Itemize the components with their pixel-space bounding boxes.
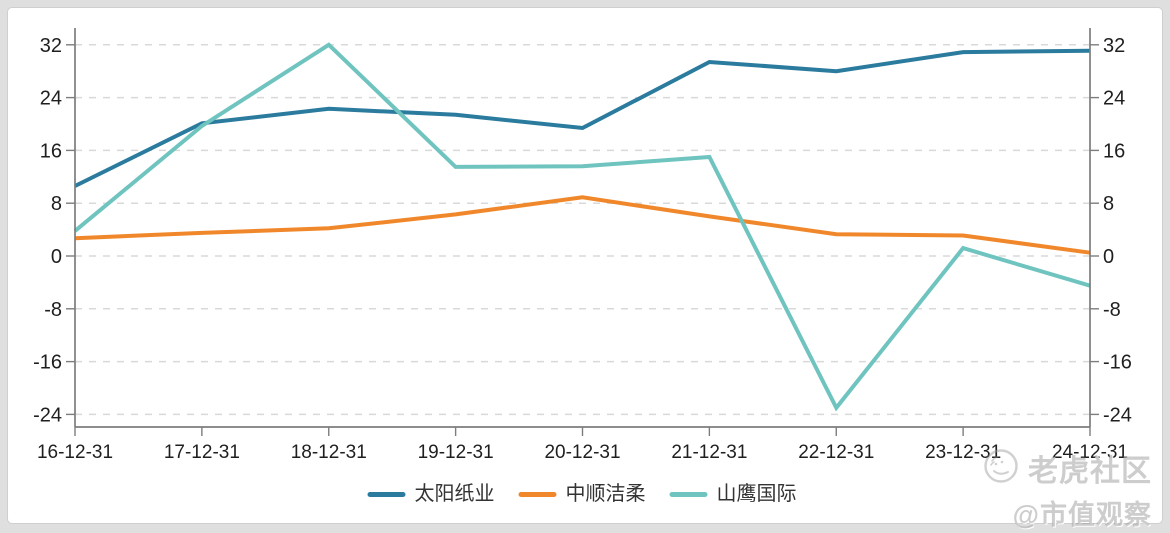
chart-legend: 太阳纸业 中顺洁柔 山鹰国际	[367, 483, 797, 505]
legend-label: 太阳纸业	[414, 483, 495, 505]
x-tick-label: 17-12-31	[164, 442, 240, 463]
y-tick-label-left: 16	[40, 140, 62, 162]
y-tick-label-right: -24	[1103, 404, 1132, 426]
x-tick-label: 18-12-31	[291, 442, 367, 463]
x-tick-label: 24-12-31	[1052, 442, 1128, 463]
legend-label: 中顺洁柔	[565, 483, 646, 505]
y-tick-label-left: 0	[51, 246, 62, 268]
y-tick-label-left: -16	[33, 352, 62, 374]
y-tick-label-left: 24	[40, 88, 62, 110]
chart-card	[7, 7, 1163, 524]
x-tick-label: 20-12-31	[544, 442, 620, 463]
x-tick-label: 21-12-31	[671, 442, 747, 463]
series-line-0[interactable]	[74, 48, 1091, 188]
series-line-1[interactable]	[74, 195, 1091, 255]
y-tick-label-left: 32	[40, 35, 62, 57]
y-tick-label-right: -16	[1103, 352, 1132, 374]
x-tick-label: 19-12-31	[418, 442, 494, 463]
legend-item-2[interactable]: 山鹰国际	[669, 483, 797, 505]
x-tick-label: 16-12-31	[37, 442, 113, 463]
y-tick-label-left: 8	[51, 193, 62, 215]
y-tick-label-right: 0	[1103, 246, 1114, 268]
x-tick-label: 23-12-31	[925, 442, 1001, 463]
y-tick-label-right: 16	[1103, 140, 1125, 162]
y-tick-label-right: 32	[1103, 35, 1125, 57]
y-tick-label-right: 8	[1103, 193, 1114, 215]
legend-item-0[interactable]: 太阳纸业	[367, 483, 495, 505]
series-line-2[interactable]	[73, 42, 1091, 412]
legend-marker	[669, 491, 708, 497]
legend-label: 山鹰国际	[716, 483, 797, 505]
legend-marker	[518, 491, 557, 497]
y-tick-label-right: -8	[1103, 299, 1121, 321]
y-tick-label-left: -24	[33, 404, 62, 426]
legend-marker	[367, 491, 406, 497]
y-tick-label-right: 24	[1103, 88, 1125, 110]
legend-item-1[interactable]: 中顺洁柔	[518, 483, 646, 505]
y-tick-label-left: -8	[44, 299, 62, 321]
x-tick-label: 22-12-31	[798, 442, 874, 463]
